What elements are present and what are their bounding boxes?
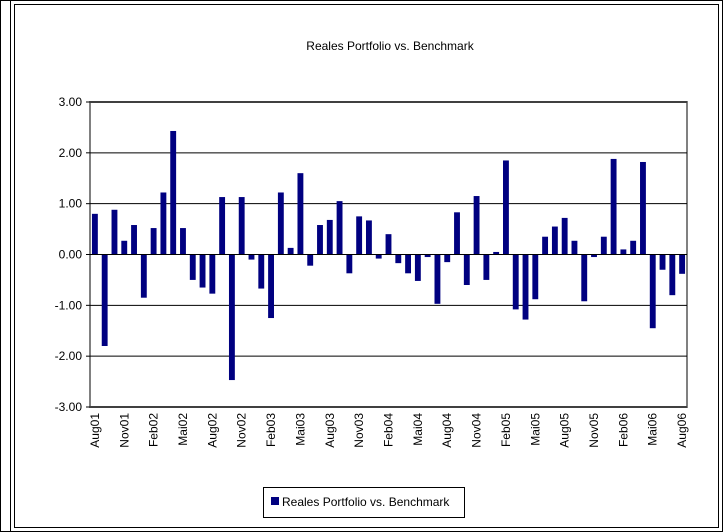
bar	[258, 254, 265, 289]
x-tick-label: Feb06	[616, 413, 630, 447]
x-tick-label: Feb04	[382, 413, 396, 447]
bar	[561, 217, 568, 255]
bar	[209, 254, 216, 294]
y-tick-label: -3.00	[55, 400, 83, 414]
y-tick-label: -2.00	[55, 349, 83, 363]
bar	[248, 254, 255, 260]
bar	[620, 249, 627, 255]
bar	[307, 254, 314, 266]
bar	[532, 254, 539, 300]
x-tick-label: Aug05	[558, 413, 572, 448]
bar	[600, 236, 607, 255]
bar	[503, 160, 509, 255]
x-tick-label: Mai03	[293, 413, 307, 446]
bar	[287, 247, 294, 255]
x-tick-label: Feb05	[499, 413, 513, 447]
bar	[356, 216, 363, 255]
bar	[180, 228, 186, 255]
bar	[444, 254, 451, 263]
legend-label: Reales Portfolio vs. Benchmark	[282, 495, 450, 509]
x-tick-label: Feb03	[264, 413, 278, 447]
bar	[346, 254, 353, 274]
y-tick-label: 3.00	[59, 95, 83, 109]
bar	[463, 254, 470, 285]
chart-title: Reales Portfolio vs. Benchmark	[306, 39, 474, 53]
bar	[522, 254, 529, 320]
bar	[121, 240, 128, 255]
x-tick-label: Aug03	[323, 413, 337, 448]
bar	[669, 254, 676, 296]
bar	[679, 254, 686, 274]
x-tick-label: Nov01	[117, 413, 131, 448]
bar	[317, 225, 323, 255]
bar	[277, 192, 284, 255]
bar	[297, 173, 304, 255]
legend-swatch	[271, 497, 279, 505]
y-tick-label: -1.00	[55, 298, 83, 312]
bar	[170, 130, 177, 255]
bar	[140, 254, 147, 298]
bar	[131, 225, 137, 255]
bar	[581, 254, 588, 302]
x-tick-label: Mai04	[411, 413, 425, 446]
legend-box	[263, 487, 465, 518]
x-tick-label: Aug02	[205, 413, 219, 448]
bar	[219, 197, 226, 255]
x-tick-label: Nov04	[470, 413, 484, 448]
y-tick-label: 0.00	[59, 248, 83, 262]
bar	[111, 209, 118, 255]
x-tick-label: Mai06	[646, 413, 660, 446]
bar	[551, 226, 558, 255]
x-tick-label: Feb02	[147, 413, 161, 447]
bar	[238, 197, 245, 255]
bar	[160, 192, 167, 255]
bar	[326, 219, 333, 255]
bar	[542, 236, 549, 255]
bar	[365, 220, 372, 255]
y-tick-label: 1.00	[59, 197, 83, 211]
x-tick-label: Nov02	[235, 413, 249, 448]
bar	[405, 254, 412, 274]
bar	[414, 254, 421, 281]
bar	[336, 201, 343, 255]
bar	[649, 254, 656, 329]
bar	[228, 254, 235, 381]
bar	[434, 254, 441, 304]
bar	[150, 228, 157, 255]
bar	[571, 240, 578, 255]
x-tick-label: Mai05	[528, 413, 542, 446]
bar	[454, 212, 460, 255]
bar	[640, 161, 646, 255]
bar	[395, 254, 402, 264]
x-tick-label: Mai02	[176, 413, 190, 446]
bar	[591, 254, 597, 258]
bar	[512, 254, 519, 310]
bar	[189, 254, 196, 280]
x-tick-label: Aug04	[440, 413, 454, 448]
bar	[424, 254, 431, 258]
x-tick-label: Nov05	[587, 413, 601, 448]
bar	[199, 254, 206, 288]
bar	[630, 240, 637, 255]
bar	[91, 213, 98, 255]
bar	[375, 254, 382, 259]
bar	[385, 234, 392, 255]
x-tick-label: Aug01	[88, 413, 102, 448]
y-tick-label: 2.00	[59, 146, 83, 160]
bar	[610, 158, 617, 255]
bar	[473, 196, 480, 255]
bar	[101, 254, 108, 346]
bar	[483, 254, 490, 280]
bar	[268, 254, 274, 319]
x-tick-label: Nov03	[352, 413, 366, 448]
bar	[493, 251, 500, 255]
bar	[659, 254, 666, 270]
x-tick-label: Aug06	[675, 413, 689, 448]
